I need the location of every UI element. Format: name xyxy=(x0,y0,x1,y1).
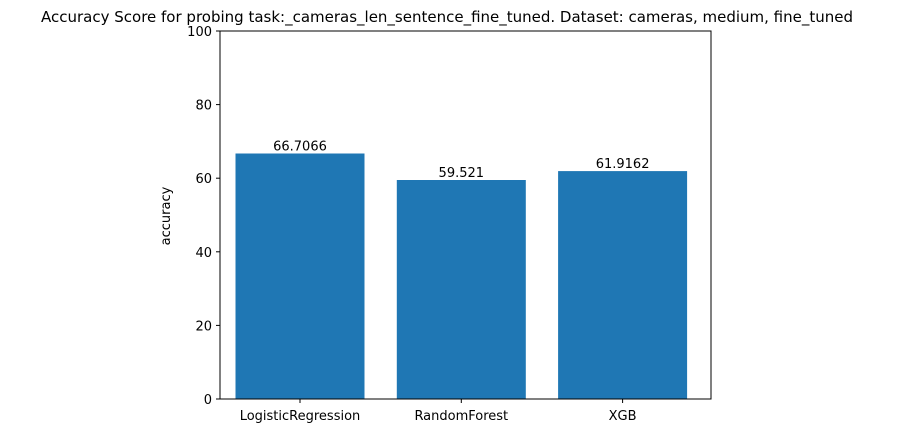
value-label: 66.7066 xyxy=(273,140,327,155)
y-tick-label: 0 xyxy=(204,393,212,408)
value-label: 59.521 xyxy=(439,166,485,181)
bar-randomforest xyxy=(396,180,526,399)
value-labels: 66.7066 59.521 61.9162 xyxy=(273,140,649,182)
y-tick-label: 40 xyxy=(195,246,212,261)
value-label: 61.9162 xyxy=(596,157,650,172)
x-tick-label: RandomForest xyxy=(414,409,508,424)
y-tick-label: 60 xyxy=(195,172,212,187)
y-tick-label: 100 xyxy=(187,25,212,40)
bar-logisticregression xyxy=(235,153,365,399)
y-axis-ticks: 0 20 40 60 80 100 xyxy=(187,25,220,408)
bar-xgb xyxy=(558,171,688,399)
bars xyxy=(235,153,688,399)
x-axis-ticks: LogisticRegression RandomForest XGB xyxy=(240,399,637,424)
x-tick-label: XGB xyxy=(609,409,637,424)
y-tick-label: 80 xyxy=(195,99,212,114)
plot-frame xyxy=(219,30,712,400)
y-tick-label: 20 xyxy=(195,319,212,334)
y-axis-label: accuracy xyxy=(159,186,174,245)
x-tick-label: LogisticRegression xyxy=(240,409,361,424)
chart-title: Accuracy Score for probing task:_cameras… xyxy=(41,8,853,27)
